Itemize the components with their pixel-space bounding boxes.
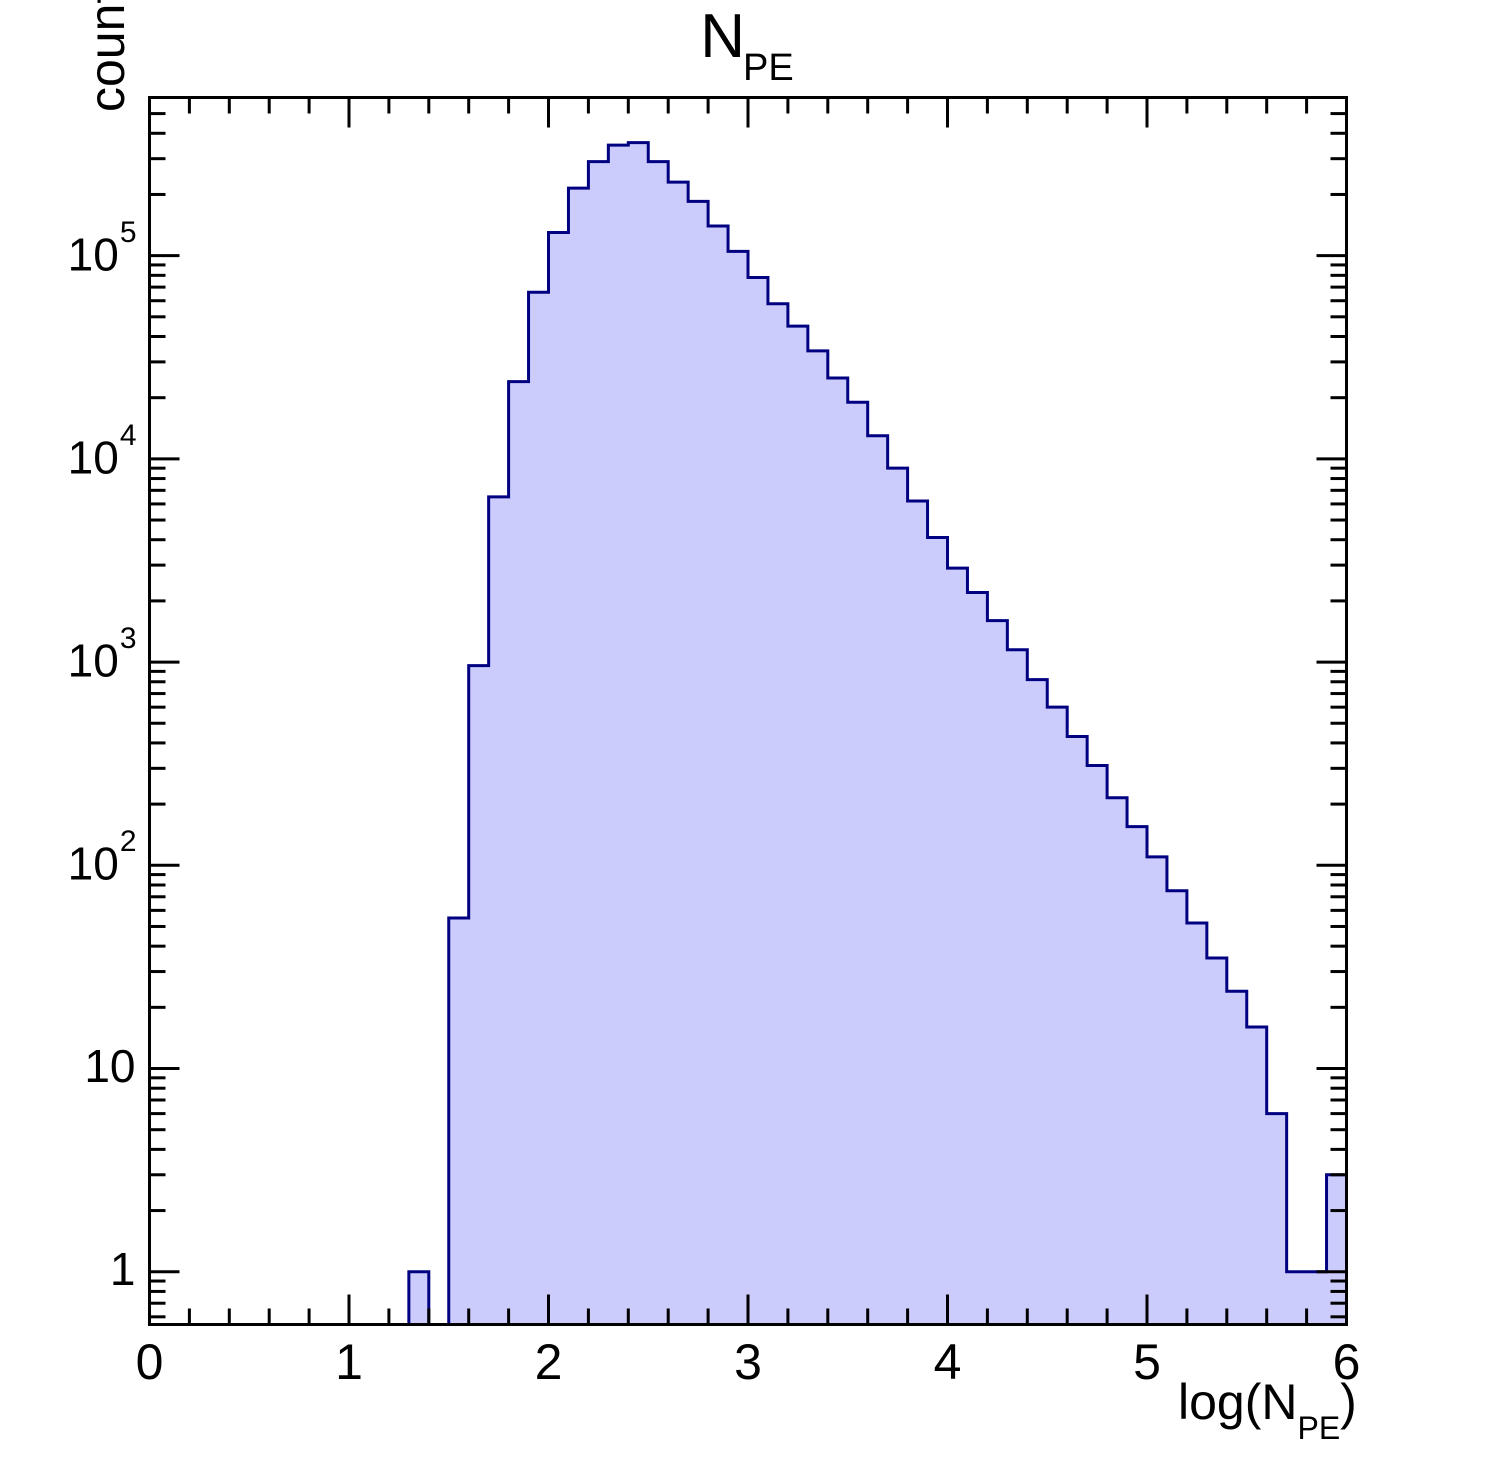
y-tick-label: 105 xyxy=(67,217,137,280)
y-tick-label: 102 xyxy=(68,827,137,887)
y-tick-mantissa: 10 xyxy=(67,634,119,687)
x-axis-label-subscript: PE xyxy=(1297,1410,1341,1446)
chart-title-main: N xyxy=(700,2,746,71)
x-tick-label: 6 xyxy=(1332,1333,1361,1390)
y-tick-mantissa: 10 xyxy=(67,431,119,484)
chart-title-subscript: PE xyxy=(743,47,794,90)
y-tick-label: 10 xyxy=(84,1043,135,1089)
x-tick-label: 2 xyxy=(534,1333,563,1390)
histogram-fill xyxy=(149,142,1347,1325)
y-tick-exponent: 4 xyxy=(119,418,137,452)
y-tick-label: 104 xyxy=(67,420,137,484)
x-tick-label: 3 xyxy=(734,1333,762,1390)
y-tick-mantissa: 10 xyxy=(84,1039,136,1092)
y-tick-exponent: 2 xyxy=(119,825,137,859)
x-tick-label: 4 xyxy=(933,1333,962,1390)
y-tick-mantissa: 1 xyxy=(109,1242,136,1295)
y-tick-mantissa: 10 xyxy=(67,227,119,280)
x-tick-label: 5 xyxy=(1133,1333,1161,1390)
chart-title: NPE xyxy=(0,6,1496,88)
y-tick-label: 103 xyxy=(67,624,137,687)
plot-frame xyxy=(148,96,1348,1326)
y-tick-exponent: 5 xyxy=(119,215,137,249)
y-tick-label: 1 xyxy=(110,1246,136,1292)
histogram-outline xyxy=(149,141,1348,1326)
y-tick-mantissa: 10 xyxy=(67,837,119,890)
histogram-series xyxy=(149,141,1348,1326)
x-axis-label-main: log(N xyxy=(1178,1374,1298,1430)
y-tick-exponent: 3 xyxy=(119,622,137,656)
x-axis-label: log(NPE) xyxy=(1178,1373,1357,1446)
axis-ticks xyxy=(148,96,1348,1325)
x-axis-label-tail: ) xyxy=(1340,1374,1357,1430)
x-tick-label: 0 xyxy=(135,1333,164,1390)
x-tick-label: 1 xyxy=(335,1333,363,1390)
